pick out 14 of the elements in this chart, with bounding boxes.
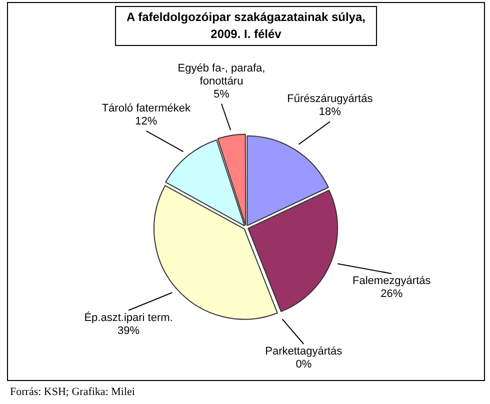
data-label: 18% xyxy=(318,106,342,118)
legend-label: Parkettagyártás xyxy=(265,346,343,358)
slice-label: Egyéb fa-, parafa, fonottáru xyxy=(178,62,266,88)
slice-label: Ép.aszt.ipari term. xyxy=(84,310,173,324)
text: 0% xyxy=(296,358,312,371)
data-label: 39% xyxy=(118,324,140,337)
chart-title: A fafeldolgozóipar szakágazatainak súlya, 2009. I. félév xyxy=(115,6,377,46)
slice-label: Fűrészárugyártás xyxy=(287,93,374,106)
slice-label: Tároló fatermékek xyxy=(102,102,191,114)
text: Forrás: KSH; Grafika: Milei xyxy=(10,386,135,398)
data-label: 12% xyxy=(135,115,158,128)
data-label: 5% xyxy=(214,88,230,100)
data-label: 26% xyxy=(380,288,403,300)
slice-label: Falemezgyártás xyxy=(352,275,432,288)
